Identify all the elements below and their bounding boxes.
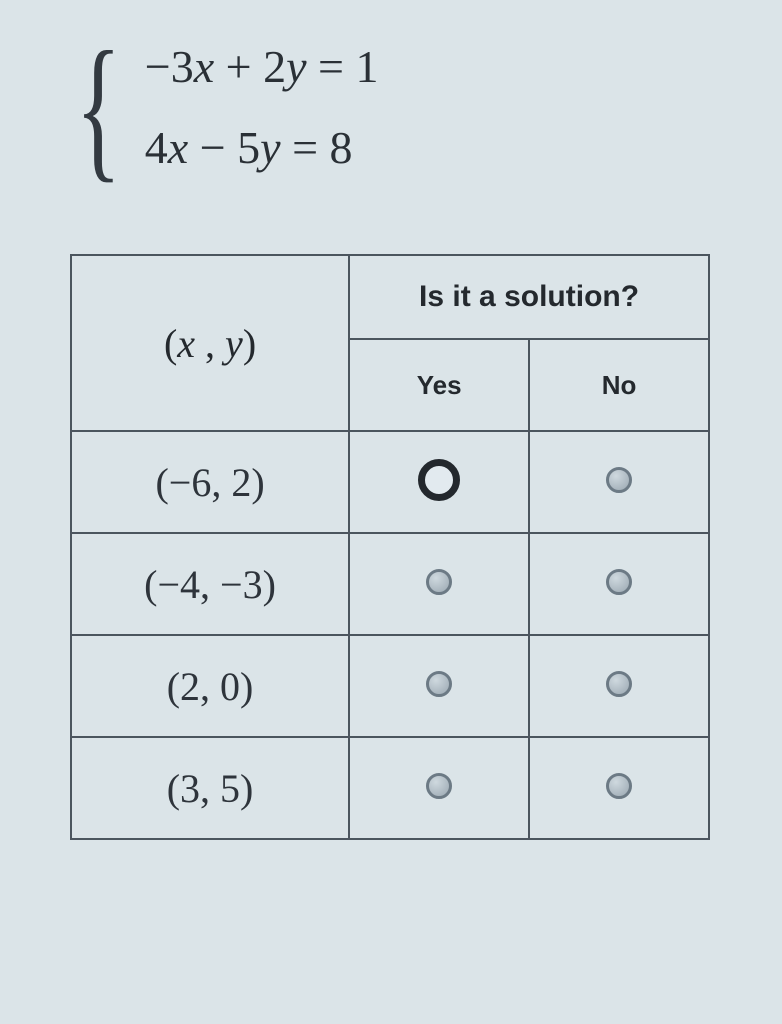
no-cell	[529, 533, 709, 635]
radio-no[interactable]	[606, 569, 632, 595]
radio-yes[interactable]	[426, 671, 452, 697]
yes-cell	[349, 737, 529, 839]
yes-cell	[349, 431, 529, 533]
table-row: (−6, 2)	[71, 431, 709, 533]
system-of-equations: { −3x + 2y = 1 4x − 5y = 8	[60, 40, 732, 174]
radio-no[interactable]	[606, 773, 632, 799]
yes-cell	[349, 635, 529, 737]
xy-header: (x , y)	[71, 255, 349, 431]
equation-1: −3x + 2y = 1	[145, 40, 379, 93]
radio-no[interactable]	[606, 671, 632, 697]
radio-yes[interactable]	[426, 773, 452, 799]
table-row: (3, 5)	[71, 737, 709, 839]
yes-header: Yes	[349, 339, 529, 431]
radio-yes[interactable]	[418, 459, 460, 501]
question-header: Is it a solution?	[349, 255, 709, 339]
radio-no[interactable]	[606, 467, 632, 493]
table-row: (−4, −3)	[71, 533, 709, 635]
pair-cell: (3, 5)	[71, 737, 349, 839]
no-cell	[529, 635, 709, 737]
no-header: No	[529, 339, 709, 431]
page: { −3x + 2y = 1 4x − 5y = 8 (x , y) Is it…	[0, 0, 782, 880]
table-header-row-1: (x , y) Is it a solution?	[71, 255, 709, 339]
no-cell	[529, 431, 709, 533]
left-brace: {	[75, 51, 121, 163]
pair-cell: (2, 0)	[71, 635, 349, 737]
yes-cell	[349, 533, 529, 635]
pair-cell: (−4, −3)	[71, 533, 349, 635]
equation-lines: −3x + 2y = 1 4x − 5y = 8	[145, 40, 379, 174]
solution-table: (x , y) Is it a solution? Yes No (−6, 2)…	[70, 254, 710, 840]
equation-2: 4x − 5y = 8	[145, 121, 379, 174]
radio-yes[interactable]	[426, 569, 452, 595]
no-cell	[529, 737, 709, 839]
table-row: (2, 0)	[71, 635, 709, 737]
pair-cell: (−6, 2)	[71, 431, 349, 533]
